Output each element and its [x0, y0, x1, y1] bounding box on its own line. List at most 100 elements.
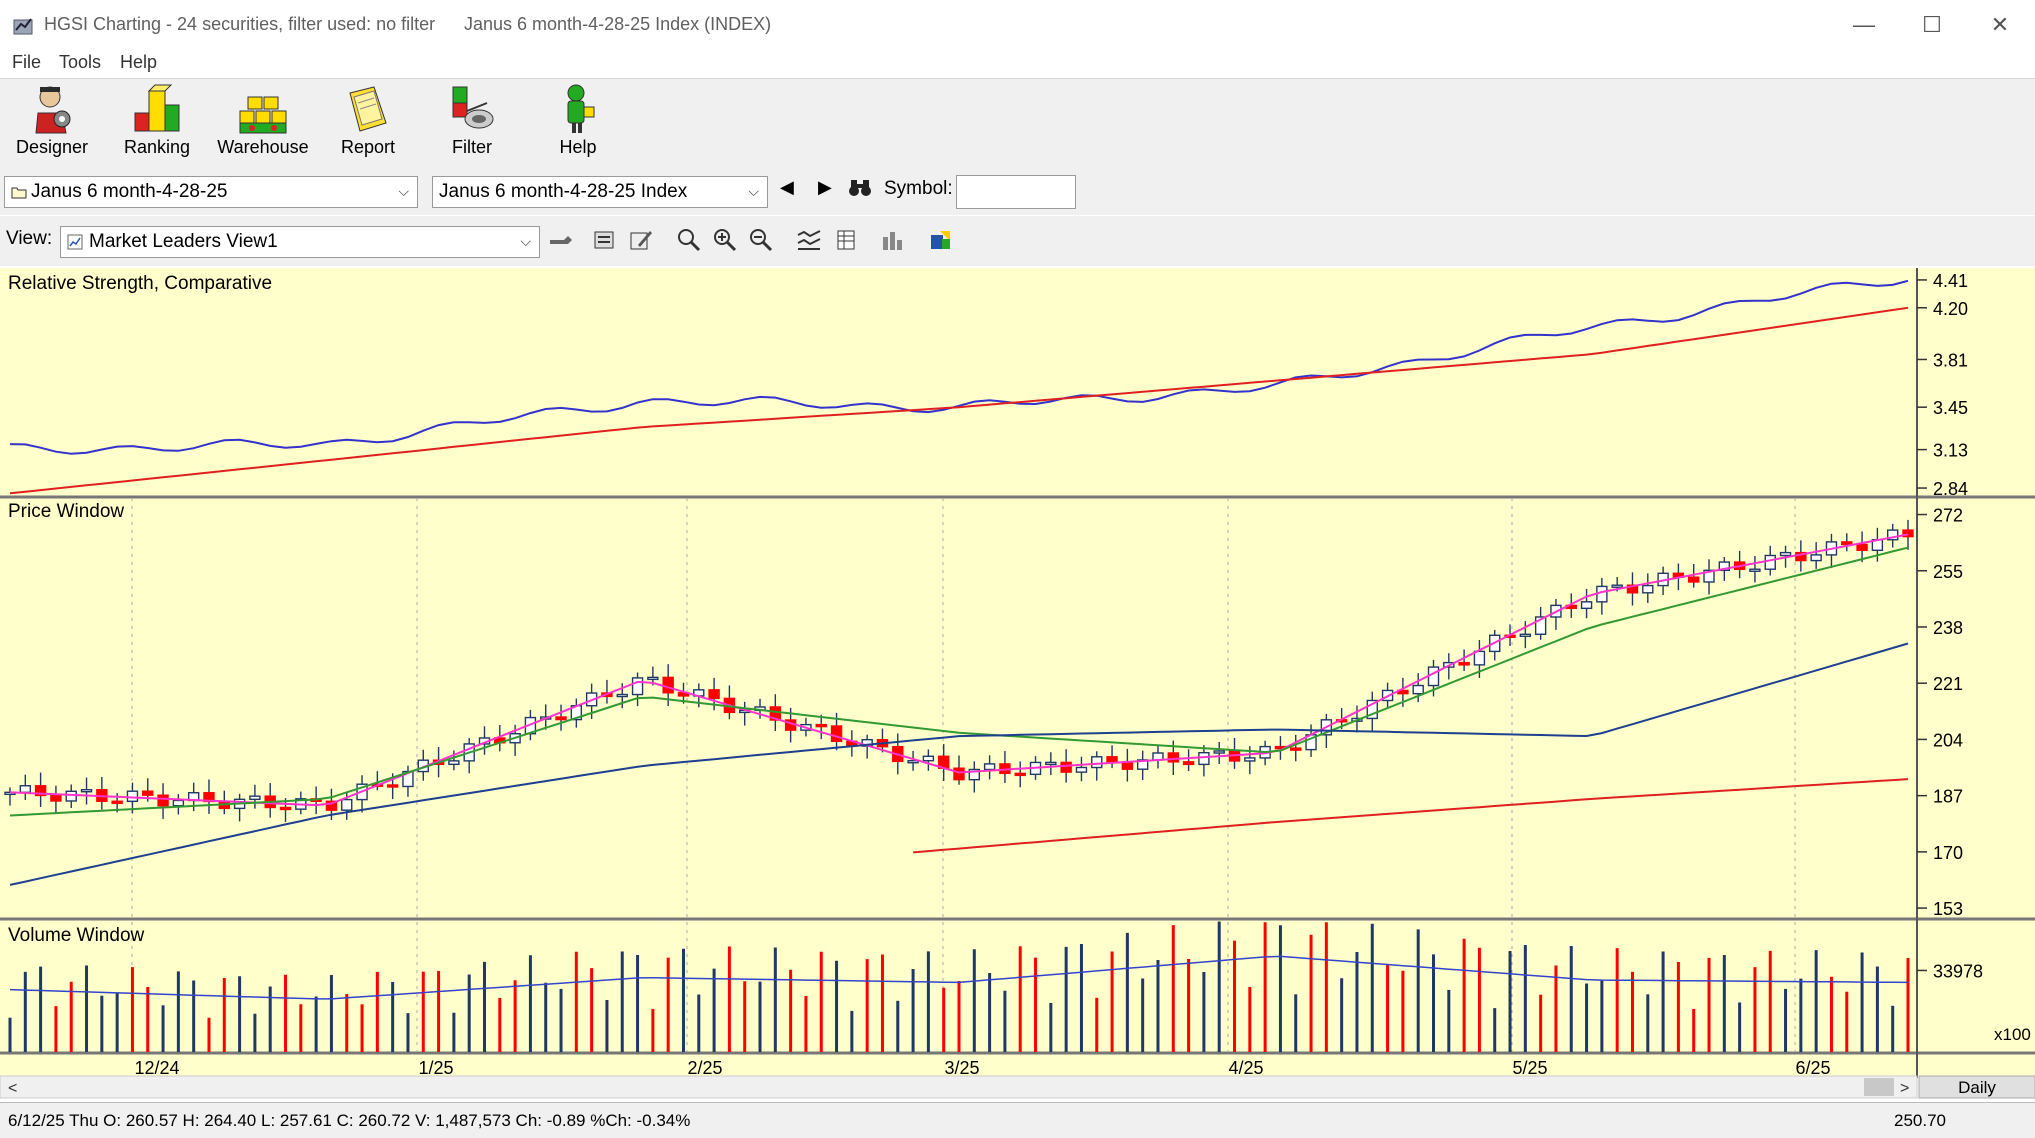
symbol-input[interactable]: [956, 175, 1076, 209]
candle-body: [1473, 650, 1486, 666]
candle-body: [157, 794, 169, 807]
date-label: 12/24: [134, 1058, 179, 1078]
title-bar: HGSI Charting - 24 securities, filter us…: [0, 0, 2035, 52]
volume-average-line: [9, 955, 1909, 1000]
candle-body: [1075, 766, 1088, 773]
document-title: Janus 6 month-4-28-25 Index (INDEX): [464, 14, 772, 34]
rs-tick-label: 4.41: [1933, 271, 1968, 291]
zoom-icon[interactable]: [676, 227, 702, 253]
view-value: Market Leaders View1: [89, 231, 278, 252]
properties-icon[interactable]: [592, 227, 618, 253]
bar-chart-icon[interactable]: [880, 227, 906, 253]
candle-body: [1290, 747, 1302, 751]
chart-canvas[interactable]: 4.41 4.20 3.81 3.45 3.13 2.84 272 255 238 221 204 1…: [0, 268, 2035, 1102]
warehouse-icon: [239, 96, 287, 134]
scroll-left-icon: <: [8, 1080, 17, 1097]
designer-button[interactable]: Designer: [2, 83, 102, 158]
date-label: 4/25: [1228, 1058, 1263, 1078]
period-label: Daily: [1958, 1078, 1996, 1097]
candle-body: [1060, 761, 1072, 773]
candle-body: [1519, 633, 1532, 637]
candle-body: [953, 767, 965, 781]
designer-icon: [35, 86, 71, 134]
price-panel-title: Price Window: [8, 501, 125, 522]
candle-body: [1718, 561, 1731, 572]
menu-help[interactable]: Help: [120, 52, 158, 72]
chevron-down-icon: ⌵: [748, 183, 759, 199]
candle-body: [34, 785, 47, 797]
security-value: Janus 6 month-4-28-25 Index: [439, 181, 688, 202]
rs-panel-title: Relative Strength, Comparative: [8, 273, 273, 294]
price-tick-label: 153: [1933, 899, 1963, 919]
candle-body: [1045, 761, 1057, 766]
minimize-button[interactable]: —: [1853, 12, 1875, 37]
candle-body: [111, 800, 123, 804]
candle-body: [386, 784, 399, 788]
symbol-label: Symbol:: [884, 178, 953, 199]
candle-body: [142, 790, 154, 796]
date-label: 5/25: [1512, 1058, 1547, 1078]
report-icon: [349, 86, 387, 132]
rs-tick-label: 3.13: [1933, 441, 1968, 461]
price-tick-label: 221: [1933, 674, 1963, 694]
candle-body: [631, 677, 644, 696]
price-tick-label: 238: [1933, 618, 1963, 638]
rs-line: [9, 279, 1909, 455]
candle-body: [1458, 661, 1470, 666]
zoom-out-icon[interactable]: [748, 227, 774, 253]
candle-body: [1213, 750, 1225, 754]
menu-tools[interactable]: Tools: [59, 52, 102, 72]
previous-arrow-icon[interactable]: ◀: [780, 177, 794, 197]
rs-tick-label: 4.20: [1933, 299, 1968, 319]
warehouse-label: Warehouse: [217, 137, 309, 157]
scrollbar-thumb: [1864, 1078, 1894, 1096]
binoculars-icon[interactable]: [848, 178, 872, 198]
mid-ma-line: [9, 546, 1909, 817]
axis-layer: 4.41 4.20 3.81 3.45 3.13 2.84 272 255 238 221 204 1…: [0, 271, 2035, 1099]
candle-body: [708, 689, 720, 700]
folder-dropdown[interactable]: Janus 6 month-4-28-25 ⌵: [4, 176, 418, 208]
maximize-button[interactable]: ☐: [1922, 12, 1942, 37]
view-dropdown[interactable]: Market Leaders View1 ⌵: [60, 226, 540, 258]
next-arrow-icon[interactable]: ▶: [818, 177, 832, 197]
candle-body: [1688, 576, 1700, 583]
candle-body: [1427, 666, 1440, 687]
view-label: View:: [6, 228, 53, 249]
period-button: [1918, 1075, 2035, 1099]
price-tick-label: 255: [1933, 562, 1963, 582]
filter-label: Filter: [452, 137, 492, 157]
date-label: 2/25: [687, 1058, 722, 1078]
help-person-icon: [567, 84, 595, 133]
help-label: Help: [559, 137, 597, 157]
main-toolbar: Designer Ranking Warehouse R: [0, 78, 2035, 170]
warehouse-button[interactable]: Warehouse: [213, 83, 313, 158]
report-button[interactable]: Report: [318, 83, 418, 158]
candle-body: [830, 725, 843, 742]
candle-body: [1014, 772, 1026, 777]
ranking-button[interactable]: Ranking: [107, 83, 207, 158]
candle-body: [1106, 756, 1118, 763]
relative-strength-lines: [9, 279, 1909, 495]
hand-pointer-icon[interactable]: [548, 227, 574, 253]
volume-bars: [8, 921, 1910, 1052]
indicator-lines-icon[interactable]: [796, 227, 822, 253]
edit-view-icon[interactable]: [628, 227, 654, 253]
data-table-icon[interactable]: [834, 227, 860, 253]
candle-body: [769, 706, 782, 721]
candle-body: [325, 800, 338, 811]
menu-file[interactable]: File: [12, 52, 42, 72]
close-button[interactable]: ✕: [1990, 12, 2010, 37]
help-button[interactable]: Help: [528, 83, 628, 158]
price-tick-label: 187: [1933, 787, 1963, 807]
candle-body: [1580, 601, 1593, 610]
filter-button[interactable]: Filter: [422, 83, 522, 158]
scroll-right-icon: >: [1900, 1080, 1909, 1097]
color-settings-icon[interactable]: [928, 227, 954, 253]
security-dropdown[interactable]: Janus 6 month-4-28-25 Index ⌵: [432, 176, 768, 208]
candle-body: [1167, 752, 1179, 763]
candle-body: [815, 723, 827, 728]
zoom-in-icon[interactable]: [712, 227, 738, 253]
candle-body: [1856, 543, 1868, 551]
volume-multiplier-label: x100: [1994, 1025, 2031, 1044]
volume-panel-title: Volume Window: [8, 925, 145, 946]
